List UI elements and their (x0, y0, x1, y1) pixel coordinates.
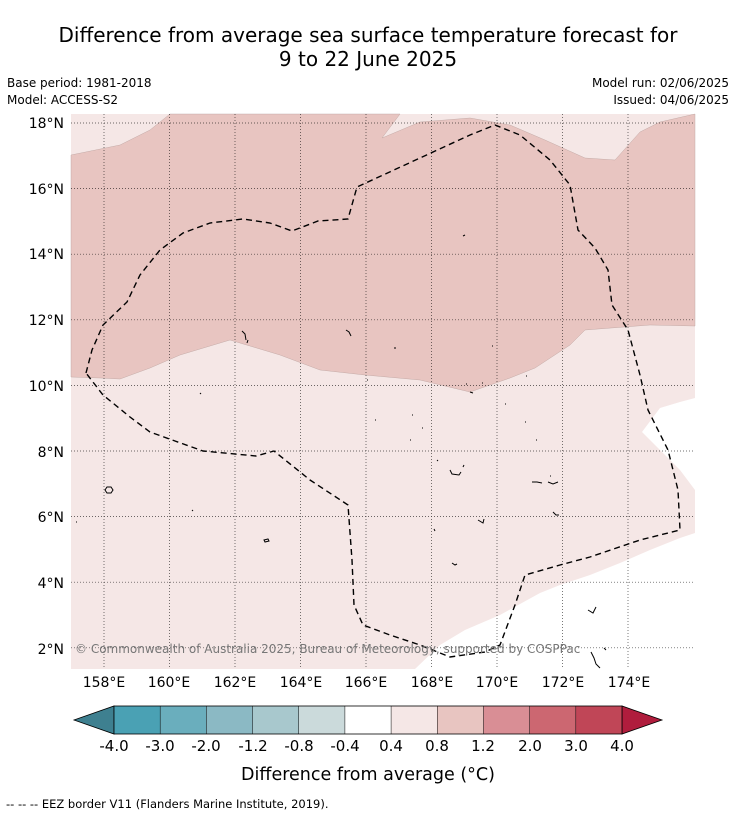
islands (76, 234, 607, 669)
colorbar-swatch (483, 706, 530, 734)
lat-tick-18: 18°N (29, 116, 64, 132)
lat-tick-4: 4°N (38, 576, 64, 592)
colorbar-tick: -3.0 (145, 737, 174, 755)
eez-border (85, 124, 681, 658)
eez-legend-note: -- -- -- EEZ border V11 (Flanders Marine… (6, 797, 329, 811)
colorbar-tick: 0.8 (425, 737, 449, 755)
colorbar-swatch (344, 706, 392, 734)
lat-tick-12: 12°N (29, 313, 64, 329)
lon-tick-labels: 158°E 160°E 162°E 164°E 166°E 168°E 170°… (83, 675, 651, 691)
lon-tick-160: 160°E (148, 675, 191, 691)
island (552, 511, 559, 516)
island (587, 606, 597, 614)
island (590, 647, 607, 669)
copyright-notice: © Commonwealth of Australia 2025, Bureau… (75, 642, 580, 656)
island (263, 538, 270, 543)
colorbar-swatch (160, 706, 207, 734)
colorbar-tick: 0.4 (379, 737, 403, 755)
island (449, 464, 465, 476)
island (345, 329, 352, 337)
island (532, 481, 559, 485)
map-area: © Commonwealth of Australia 2025, Bureau… (70, 113, 696, 669)
island (104, 486, 114, 494)
base-period-label: Base period: 1981-2018 (7, 76, 152, 90)
lon-tick-166: 166°E (345, 675, 388, 691)
colorbar-swatch (575, 706, 622, 734)
model-run-label: Model run: 02/06/2025 (591, 76, 729, 90)
lon-tick-170: 170°E (476, 675, 519, 691)
colorbar-label: Difference from average (°C) (241, 765, 495, 785)
lon-tick-158: 158°E (83, 675, 126, 691)
colorbar-swatch (437, 706, 484, 734)
anomaly-region-0.8-1.2 (70, 113, 696, 393)
colorbar-swatch (529, 706, 576, 734)
colorbar-tick: -2.0 (191, 737, 220, 755)
lat-tick-8: 8°N (38, 445, 64, 461)
lat-tick-16: 16°N (29, 182, 64, 198)
issued-label: Issued: 04/06/2025 (613, 93, 729, 107)
lat-tick-2: 2°N (38, 642, 64, 658)
island (241, 330, 249, 344)
lon-tick-162: 162°E (214, 675, 257, 691)
lat-tick-10: 10°N (29, 379, 64, 395)
colorbar-swatch (252, 706, 299, 734)
colorbar-swatch (298, 706, 345, 734)
colorbar-max-arrow (621, 705, 664, 735)
island (433, 528, 436, 532)
map-title-line2: 9 to 22 June 2025 (278, 47, 458, 71)
lon-tick-172: 172°E (542, 675, 585, 691)
island (451, 562, 458, 566)
colorbar-swatch (206, 706, 253, 734)
map-title-line1: Difference from average sea surface temp… (58, 23, 678, 47)
colorbar-tick-labels: -4.0 -3.0 -2.0 -1.2 -0.8 -0.4 0.4 0.8 1.… (99, 737, 634, 755)
colorbar-tick: 1.2 (471, 737, 495, 755)
colorbar-tick: -1.2 (238, 737, 267, 755)
colorbar-tick: 4.0 (610, 737, 634, 755)
lon-tick-164: 164°E (280, 675, 323, 691)
lon-tick-174: 174°E (608, 675, 651, 691)
colorbar-tick: -0.8 (284, 737, 313, 755)
colorbar-tick: -0.4 (330, 737, 359, 755)
island (477, 518, 485, 524)
island (76, 375, 551, 523)
lon-tick-168: 168°E (411, 675, 454, 691)
lat-tick-labels: 18°N 16°N 14°N 12°N 10°N 8°N 6°N 4°N 2°N (29, 116, 64, 658)
colorbar-tick: 3.0 (564, 737, 588, 755)
model-label: Model: ACCESS-S2 (7, 93, 119, 107)
island (462, 234, 466, 237)
colorbar-tick: -4.0 (99, 737, 128, 755)
colorbar-min-arrow (72, 705, 115, 735)
colorbar-swatch (391, 706, 438, 734)
colorbar-swatch (114, 706, 161, 734)
island (466, 382, 483, 394)
colorbar-tick: 2.0 (518, 737, 542, 755)
colorbar (72, 705, 664, 735)
colorbar-outline (113, 705, 623, 735)
lat-tick-14: 14°N (29, 247, 64, 263)
lat-tick-6: 6°N (38, 510, 64, 526)
grid-lines (71, 114, 695, 669)
